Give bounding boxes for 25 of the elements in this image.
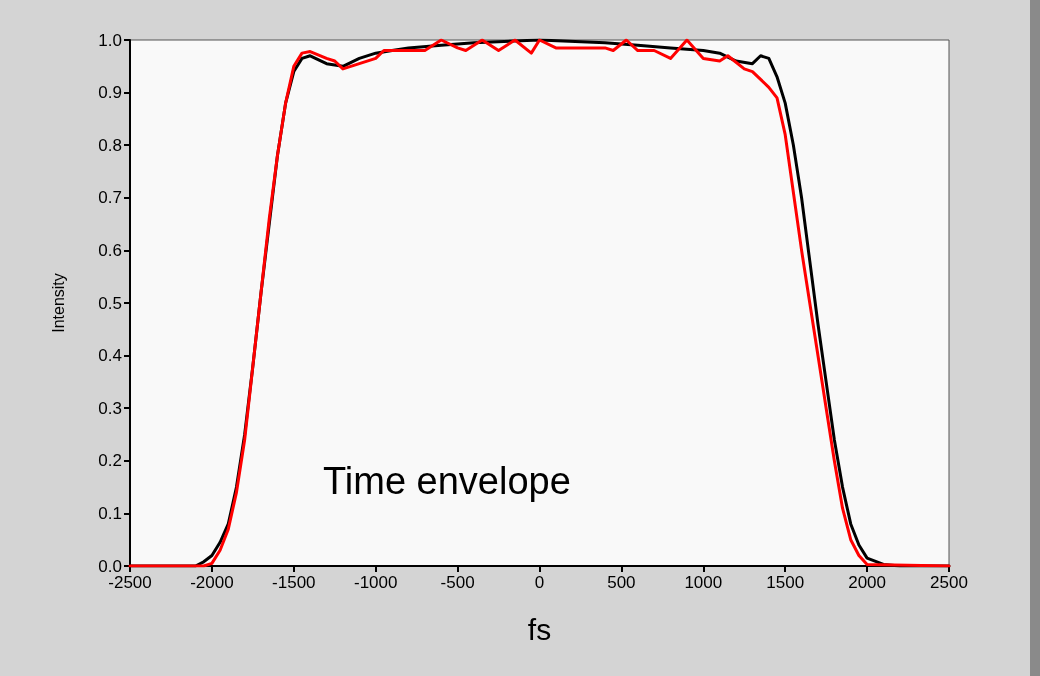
x-tick-label: 1500 xyxy=(766,573,805,592)
y-tick-label: 1.0 xyxy=(98,30,122,50)
y-axis-title: Intensity xyxy=(49,273,67,333)
x-tick-label: -1000 xyxy=(353,573,398,592)
x-tick-label: -500 xyxy=(440,573,475,592)
x-tick-label: 500 xyxy=(607,573,636,592)
x-tick-label: -2500 xyxy=(108,573,152,592)
y-tick-label: 0.8 xyxy=(98,135,122,155)
y-tick-label: 0.9 xyxy=(98,83,122,103)
y-tick-label: 0.5 xyxy=(98,293,122,313)
x-tick-label: 0 xyxy=(534,573,545,592)
x-tick-label: -2000 xyxy=(190,573,234,592)
y-tick-label: 0.6 xyxy=(98,240,122,260)
annotation: Time envelope xyxy=(323,460,571,502)
x-tick-label: 1000 xyxy=(684,573,723,592)
y-tick-label: 0.7 xyxy=(98,188,122,208)
y-tick-label: 0.1 xyxy=(98,503,122,523)
x-axis-title: fs xyxy=(527,612,552,646)
y-tick-label: 0.0 xyxy=(98,556,122,576)
y-tick-label: 0.2 xyxy=(98,451,122,471)
x-tick-label: 2500 xyxy=(930,573,968,592)
x-tick-label: 2000 xyxy=(848,573,887,592)
y-tick-label: 0.4 xyxy=(98,346,122,366)
x-tick-label: -1500 xyxy=(272,573,316,592)
y-tick-label: 0.3 xyxy=(98,398,122,418)
